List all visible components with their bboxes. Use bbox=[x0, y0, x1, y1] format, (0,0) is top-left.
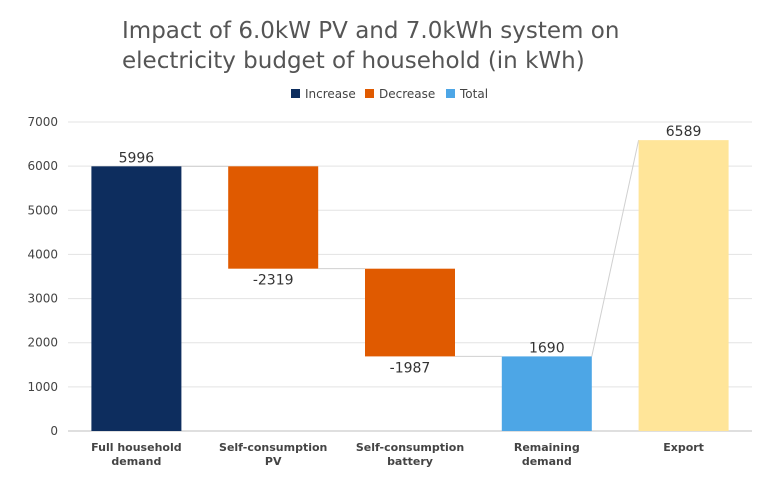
x-tick-label: Self-consumption bbox=[356, 441, 464, 454]
x-tick-label: PV bbox=[265, 455, 282, 468]
bar-increase bbox=[91, 166, 182, 431]
data-labels: 5996 -2319 -1987 1690 6589 bbox=[119, 124, 702, 376]
x-tick-label: Remaining bbox=[514, 441, 580, 454]
y-tick-label: 0 bbox=[50, 424, 58, 438]
y-tick-label: 7000 bbox=[27, 115, 58, 129]
y-tick-label: 4000 bbox=[27, 247, 58, 261]
legend-label-increase: Increase bbox=[305, 87, 356, 101]
y-tick-label: 2000 bbox=[27, 336, 58, 350]
x-axis: Full householddemandSelf-consumptionPVSe… bbox=[91, 441, 704, 468]
legend-swatch-increase bbox=[291, 89, 300, 98]
x-tick-label: Full household bbox=[91, 441, 181, 454]
data-label: 1690 bbox=[529, 340, 565, 356]
y-axis: 0 1000 2000 3000 4000 5000 6000 7000 bbox=[27, 115, 58, 438]
connector-line bbox=[591, 140, 640, 357]
bar-decrease bbox=[365, 268, 455, 357]
bars bbox=[91, 140, 729, 432]
x-tick-label: demand bbox=[111, 455, 161, 468]
chart-title-line-2: electricity budget of household (in kWh) bbox=[122, 48, 585, 74]
chart-title-line-1: Impact of 6.0kW PV and 7.0kWh system on bbox=[122, 18, 619, 44]
bar-total bbox=[501, 356, 592, 431]
data-label: 5996 bbox=[119, 150, 155, 166]
x-tick-label: Export bbox=[663, 441, 704, 454]
y-tick-label: 6000 bbox=[27, 159, 58, 173]
legend: Increase Decrease Total bbox=[291, 87, 488, 101]
data-label: -1987 bbox=[390, 360, 431, 376]
y-tick-label: 5000 bbox=[27, 203, 58, 217]
bar-export bbox=[638, 140, 729, 432]
x-tick-label: Self-consumption bbox=[219, 441, 327, 454]
data-label: 6589 bbox=[666, 124, 702, 140]
legend-label-total: Total bbox=[459, 87, 488, 101]
legend-swatch-total bbox=[446, 89, 455, 98]
connectors bbox=[181, 140, 640, 357]
x-tick-label: battery bbox=[387, 455, 433, 468]
y-tick-label: 3000 bbox=[27, 292, 58, 306]
legend-label-decrease: Decrease bbox=[379, 87, 435, 101]
legend-swatch-decrease bbox=[365, 89, 374, 98]
bar-decrease bbox=[228, 166, 319, 269]
x-tick-label: demand bbox=[522, 455, 572, 468]
data-label: -2319 bbox=[253, 273, 294, 289]
y-tick-label: 1000 bbox=[27, 380, 58, 394]
